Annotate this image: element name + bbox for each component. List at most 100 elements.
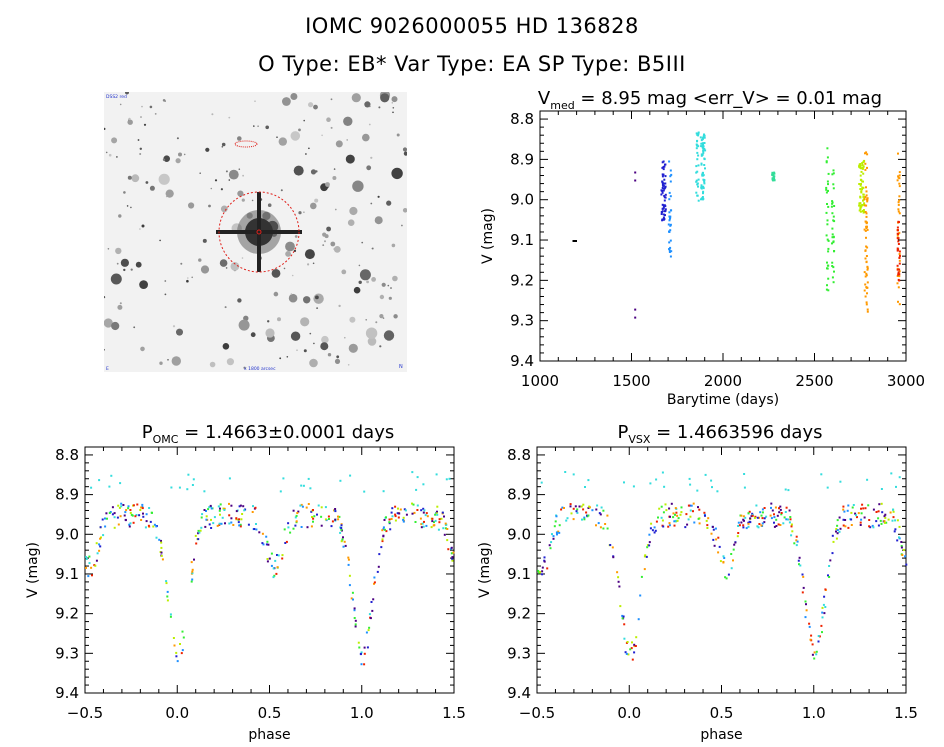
data-point	[864, 211, 867, 213]
data-point	[606, 514, 609, 517]
data-point	[142, 512, 144, 515]
data-point	[160, 541, 163, 544]
data-point	[703, 182, 706, 185]
data-point	[896, 519, 899, 522]
data-point	[420, 526, 423, 529]
data-point	[122, 504, 125, 506]
data-point	[208, 523, 211, 526]
field-star	[159, 361, 163, 365]
field-star	[322, 232, 327, 237]
data-point	[705, 519, 708, 522]
data-point	[539, 571, 542, 573]
data-point	[307, 503, 310, 505]
data-point	[142, 515, 145, 518]
data-point	[825, 160, 828, 163]
field-star	[164, 280, 167, 282]
data-point	[661, 180, 664, 183]
field-star	[315, 170, 318, 173]
data-point	[181, 630, 184, 633]
data-point	[740, 521, 743, 524]
field-star	[125, 90, 129, 95]
field-star	[159, 239, 161, 242]
data-point	[566, 517, 569, 520]
data-point	[712, 528, 715, 531]
data-point	[831, 236, 834, 239]
data-point	[141, 506, 144, 508]
data-point	[751, 514, 754, 517]
data-point	[702, 197, 705, 200]
data-point	[704, 473, 707, 476]
data-point	[113, 526, 116, 529]
data-point	[348, 584, 351, 587]
data-point	[382, 528, 385, 531]
data-point	[696, 158, 699, 161]
data-point	[365, 631, 368, 634]
data-point	[595, 508, 598, 511]
data-point	[700, 185, 703, 188]
data-point	[160, 551, 163, 554]
data-point	[175, 655, 178, 658]
data-point	[672, 512, 675, 515]
data-point	[832, 169, 835, 172]
data-point	[751, 512, 754, 515]
data-point	[880, 502, 883, 505]
data-point	[831, 265, 834, 267]
data-point	[868, 519, 871, 521]
data-point	[693, 521, 696, 524]
data-point	[866, 292, 868, 295]
data-point	[827, 250, 830, 253]
data-point	[823, 612, 826, 615]
data-point	[871, 524, 874, 527]
image-label-bottom-right: N	[399, 364, 403, 370]
data-point	[897, 240, 900, 243]
data-point	[883, 521, 886, 524]
field-star	[241, 257, 244, 259]
data-point	[846, 509, 849, 512]
field-star	[380, 93, 390, 103]
data-point	[191, 572, 194, 575]
field-star	[336, 355, 340, 359]
data-point	[98, 549, 101, 552]
data-point	[665, 509, 668, 512]
field-star	[304, 249, 315, 260]
data-point	[669, 255, 672, 258]
data-point	[866, 221, 868, 224]
y-tick-label: 8.9	[55, 486, 79, 504]
data-point	[281, 557, 284, 560]
data-point	[901, 554, 904, 556]
data-point	[798, 563, 800, 566]
data-point	[680, 511, 683, 514]
field-star	[120, 258, 129, 267]
data-point	[748, 520, 751, 523]
field-star	[103, 296, 106, 299]
field-star	[285, 251, 291, 257]
data-point	[117, 523, 120, 526]
data-point	[696, 140, 698, 143]
data-point	[650, 522, 653, 525]
data-point	[434, 519, 437, 522]
data-point	[292, 509, 295, 512]
data-point	[134, 515, 137, 518]
field-star	[171, 356, 181, 366]
data-point	[696, 170, 699, 173]
data-point	[827, 189, 829, 192]
data-point	[763, 507, 766, 509]
data-point	[598, 512, 601, 515]
data-point	[787, 489, 790, 492]
field-star	[137, 139, 140, 141]
data-point	[205, 515, 208, 518]
field-star	[393, 314, 398, 319]
data-point	[833, 270, 835, 273]
data-point	[662, 182, 665, 185]
field-star	[107, 248, 110, 250]
data-point	[660, 505, 663, 508]
data-point	[864, 249, 867, 252]
data-point	[576, 508, 579, 511]
data-point	[599, 526, 602, 529]
data-point	[889, 511, 892, 514]
data-point	[228, 522, 231, 525]
data-point	[866, 281, 869, 284]
field-star	[241, 198, 245, 202]
data-point	[300, 484, 303, 487]
data-point	[689, 515, 692, 518]
